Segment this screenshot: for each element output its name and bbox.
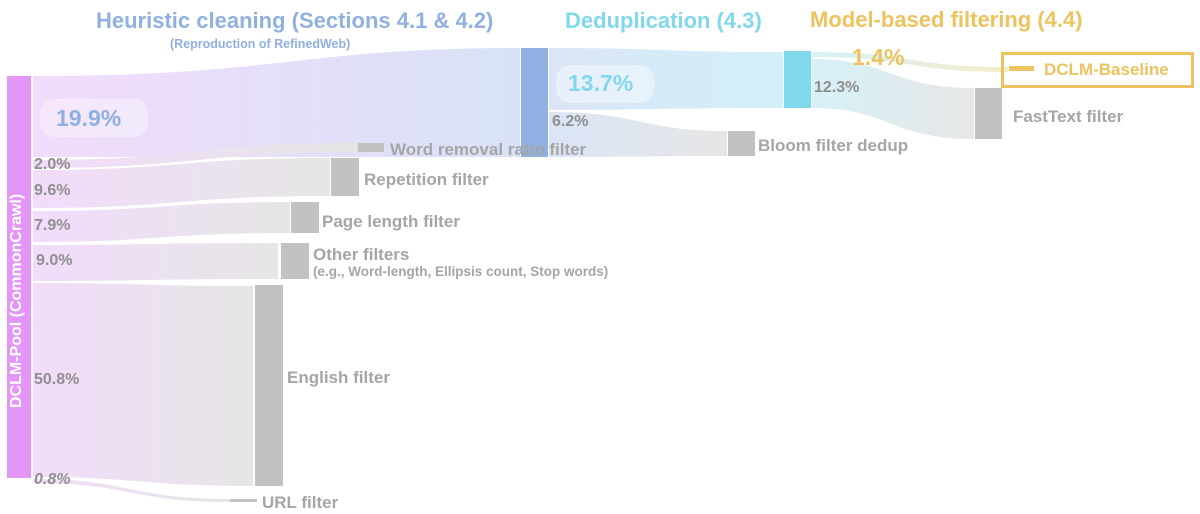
node-repetition [331,158,359,196]
pct-english: 50.8% [34,371,80,388]
flow-english [33,283,253,486]
stage-title-heuristic: Heuristic cleaning (Sections 4.1 & 4.2) [96,8,494,33]
pct-bloom: 6.2% [552,113,589,130]
flow-dedup-kept [549,48,783,110]
flow-baseline [812,52,1008,72]
node-other [281,243,309,279]
flow-heuristic-kept [33,48,520,157]
node-label-fasttext: FastText filter [1013,107,1124,126]
node-bloom [728,131,755,156]
pill-bg [556,65,654,103]
node-sublabel-other: (e.g., Word-length, Ellipsis count, Stop… [313,264,609,279]
node-url [230,499,257,502]
stage-subtitle-heuristic: (Reproduction of RefinedWeb) [170,37,351,51]
node-english [255,285,283,486]
node-label-pool: DCLM-Pool (CommonCrawl) [8,193,25,408]
node-pool [7,76,31,478]
pct-model-kept: 1.4% [852,44,905,70]
node-label-baseline: DCLM-Baseline [1044,60,1169,79]
node-word-removal [358,143,384,152]
node-label-other: Other filters [313,245,410,264]
pct-dedup-kept: 13.7% [568,70,634,96]
node-baseline [1009,66,1034,71]
node-fasttext [975,88,1002,139]
node-label-english: English filter [287,368,390,387]
flow-page-length [33,202,290,242]
node-label-url: URL filter [262,493,339,512]
node-heuristic [521,48,548,157]
baseline-highlight-box [1001,52,1194,88]
stage-title-model: Model-based filtering (4.4) [810,7,1083,32]
pct-page-length: 7.9% [34,217,71,234]
pct-fasttext: 12.3% [814,79,860,96]
flow-word-removal [33,143,357,168]
node-label-page-length: Page length filter [322,212,460,231]
node-label-word-removal: Word removal ratio filter [390,140,587,159]
pct-repetition: 9.6% [34,182,71,199]
pct-url: 0.8% [34,471,71,488]
flow-url [33,479,230,502]
pill-bg [40,99,148,137]
node-dedup [784,51,811,108]
node-label-repetition: Repetition filter [364,170,489,189]
flow-bloom [549,112,727,157]
flow-repetition [33,158,330,208]
node-page-length [291,202,319,233]
node-label-bloom: Bloom filter dedup [758,136,909,155]
pct-word-removal: 2.0% [34,156,71,173]
pct-heuristic-kept: 19.9% [56,105,122,131]
flow-other [33,243,278,281]
flow-fasttext [812,59,974,139]
pct-other: 9.0% [36,252,73,269]
stage-title-dedup: Deduplication (4.3) [565,8,762,33]
